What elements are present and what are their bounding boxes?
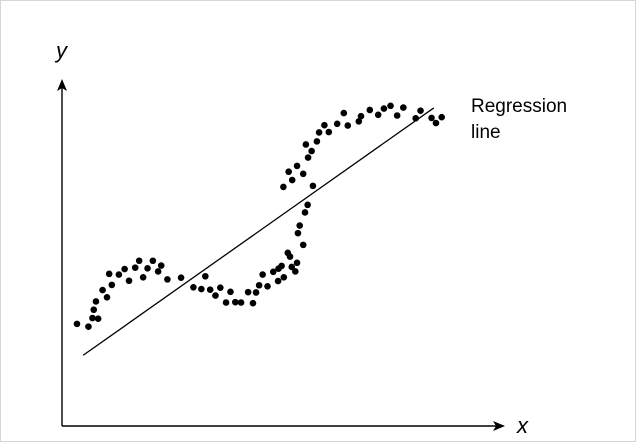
data-point-63 (313, 138, 321, 145)
data-point-60 (304, 154, 312, 161)
data-point-55 (280, 183, 287, 191)
data-point-8 (103, 294, 111, 301)
data-point-1 (73, 320, 81, 328)
data-point-49 (294, 229, 302, 237)
data-point-24 (198, 285, 205, 293)
data-point-5 (92, 298, 100, 305)
data-point-62 (302, 141, 310, 148)
data-point-66 (325, 128, 333, 136)
data-point-72 (366, 106, 374, 114)
data-point-9 (105, 270, 113, 278)
data-point-6 (94, 315, 102, 323)
data-point-48 (293, 259, 301, 267)
data-point-31 (232, 298, 239, 306)
data-point-19 (154, 268, 162, 275)
data-point-81 (432, 119, 440, 127)
data-point-64 (315, 129, 323, 136)
data-point-71 (357, 112, 365, 120)
data-point-82 (438, 113, 446, 121)
data-point-59 (299, 170, 307, 178)
data-point-67 (333, 120, 341, 128)
data-point-18 (149, 257, 157, 265)
data-point-32 (237, 299, 245, 306)
data-point-22 (177, 274, 185, 281)
data-point-42 (278, 262, 285, 270)
data-point-2 (85, 323, 92, 330)
regression-line (82, 107, 435, 356)
data-point-38 (264, 282, 271, 290)
data-point-10 (108, 281, 116, 289)
data-point-77 (400, 104, 407, 111)
data-point-28 (217, 284, 224, 291)
data-point-74 (380, 105, 388, 112)
data-point-40 (274, 277, 282, 285)
data-point-56 (285, 168, 292, 176)
data-point-51 (296, 222, 303, 229)
data-point-3 (89, 314, 96, 322)
data-point-54 (309, 182, 317, 190)
data-point-46 (288, 263, 296, 271)
data-point-35 (252, 289, 260, 296)
data-point-17 (144, 265, 151, 272)
data-point-79 (417, 107, 424, 114)
data-point-37 (259, 271, 266, 278)
data-point-80 (428, 114, 435, 122)
data-point-65 (321, 121, 328, 129)
data-point-23 (190, 284, 197, 291)
data-point-33 (244, 288, 252, 296)
data-point-70 (355, 118, 363, 125)
regression-annotation-line1: Regression (471, 96, 567, 117)
data-point-53 (304, 201, 311, 209)
data-point-76 (393, 112, 401, 119)
data-point-52 (301, 209, 309, 216)
data-point-47 (291, 268, 299, 275)
y-axis-label: y (54, 38, 69, 63)
data-point-43 (280, 274, 288, 281)
regression-annotation-line2: line (471, 122, 501, 143)
data-point-14 (131, 264, 139, 271)
data-point-69 (344, 122, 352, 129)
data-point-4 (90, 306, 98, 314)
data-points (73, 102, 446, 330)
data-point-50 (299, 241, 307, 249)
data-point-45 (286, 253, 294, 260)
data-point-36 (255, 281, 263, 289)
data-point-75 (387, 102, 394, 110)
data-point-58 (293, 162, 301, 170)
data-point-73 (374, 111, 382, 119)
data-point-78 (412, 114, 419, 122)
data-point-29 (222, 299, 230, 306)
data-point-15 (135, 257, 143, 265)
data-point-61 (308, 147, 315, 155)
data-point-68 (340, 109, 348, 117)
x-axis-label: x (516, 413, 529, 438)
data-point-57 (288, 176, 296, 184)
data-point-21 (164, 276, 171, 283)
data-point-7 (99, 286, 106, 294)
data-point-16 (139, 274, 147, 281)
data-point-20 (157, 262, 165, 269)
data-point-25 (202, 272, 209, 280)
data-point-13 (125, 277, 133, 285)
data-point-30 (227, 288, 234, 296)
data-point-26 (206, 286, 214, 294)
data-point-11 (115, 271, 123, 278)
data-point-39 (269, 268, 277, 276)
data-point-27 (212, 292, 219, 299)
data-point-12 (121, 265, 128, 273)
data-point-34 (249, 299, 257, 307)
